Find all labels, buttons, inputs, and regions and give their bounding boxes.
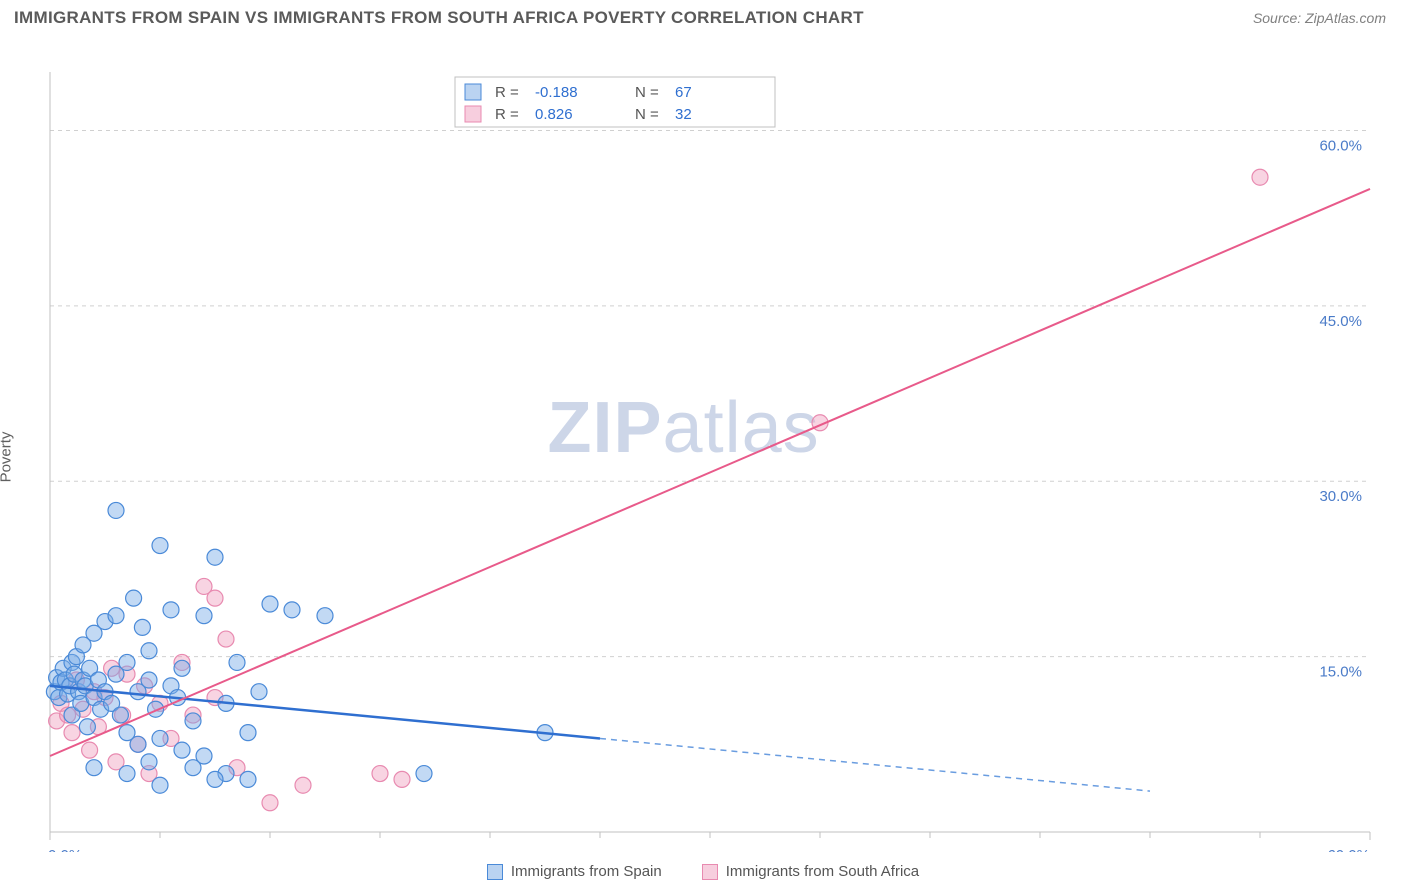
svg-text:ZIPatlas: ZIPatlas [548,388,820,468]
y-axis-label: Poverty [0,432,15,483]
scatter-chart: ZIPatlas 0.0% 60.0% 15.0% 30.0% 45.0% 60.0% R =… [0,32,1406,852]
legend-swatch-pink [702,864,718,880]
svg-text:60.0%: 60.0% [1319,137,1362,154]
legend-item-spain: Immigrants from Spain [487,863,662,880]
svg-text:67: 67 [675,84,692,101]
svg-text:N =: N = [635,106,659,123]
chart-header: IMMIGRANTS FROM SPAIN VS IMMIGRANTS FROM… [0,0,1406,32]
svg-text:-0.188: -0.188 [535,84,578,101]
svg-text:32: 32 [675,106,692,123]
legend-item-south-africa: Immigrants from South Africa [702,863,919,880]
legend-label-spain: Immigrants from Spain [511,863,662,880]
svg-text:0.0%: 0.0% [48,847,82,852]
chart-title: IMMIGRANTS FROM SPAIN VS IMMIGRANTS FROM… [14,8,864,28]
svg-text:15.0%: 15.0% [1319,664,1362,681]
bottom-legend: Immigrants from Spain Immigrants from So… [0,863,1406,880]
svg-text:0.826: 0.826 [535,106,573,123]
legend-label-south-africa: Immigrants from South Africa [726,863,919,880]
svg-text:R =: R = [495,84,519,101]
svg-text:30.0%: 30.0% [1319,488,1362,505]
legend-swatch-blue [487,864,503,880]
svg-text:45.0%: 45.0% [1319,313,1362,330]
svg-text:N =: N = [635,84,659,101]
svg-text:R =: R = [495,106,519,123]
chart-area: Poverty ZIPatlas 0.0% 60.0% 15.0% 30.0% 45.0%… [0,32,1406,882]
source-attribution: Source: ZipAtlas.com [1253,10,1386,26]
svg-text:60.0%: 60.0% [1327,847,1370,852]
